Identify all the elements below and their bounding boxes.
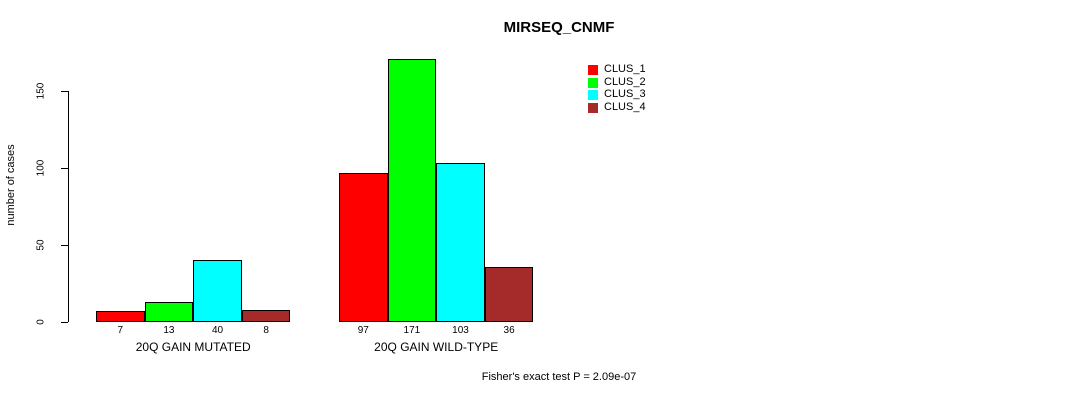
legend-label: CLUS_1 — [604, 63, 646, 75]
y-axis-tick-label: 100 — [35, 159, 47, 177]
bar-value-label: 171 — [403, 325, 421, 336]
legend-label: CLUS_3 — [604, 88, 646, 101]
fisher-test-annotation: Fisher's exact test P = 2.09e-07 — [481, 371, 637, 383]
bar-value-label: 13 — [163, 325, 175, 336]
y-axis-tick — [61, 321, 68, 323]
bar-clus_3-20q-gain-wild-type — [436, 163, 485, 322]
bar-clus_3-20q-gain-mutated — [193, 260, 242, 322]
bar-clus_1-20q-gain-wild-type — [339, 172, 388, 322]
legend-label: CLUS_4 — [604, 100, 646, 113]
y-axis-tick — [61, 167, 68, 169]
bar-clus_2-20q-gain-wild-type — [387, 58, 437, 322]
x-category-label: 20Q GAIN WILD-TYPE — [374, 340, 499, 354]
y-axis-line — [68, 91, 69, 322]
y-axis-tick — [61, 90, 68, 92]
legend-label: CLUS_2 — [604, 75, 646, 88]
bar-value-label: 103 — [452, 325, 469, 336]
y-axis-tick-label: 50 — [35, 239, 47, 251]
legend-swatch-clus_1 — [588, 65, 598, 75]
bar-clus_4-20q-gain-mutated — [241, 309, 291, 322]
legend-swatch-clus_2 — [588, 77, 598, 88]
bar-clus_4-20q-gain-wild-type — [484, 266, 534, 322]
bar-clus_2-20q-gain-mutated — [144, 301, 194, 322]
y-axis-tick-label: 0 — [35, 319, 47, 325]
bar-clus_1-20q-gain-mutated — [96, 311, 145, 322]
legend-swatch-clus_4 — [588, 102, 598, 113]
y-axis-tick — [61, 244, 68, 246]
bar-value-label: 40 — [211, 325, 224, 336]
bar-value-label: 36 — [503, 325, 515, 336]
legend-swatch-clus_3 — [588, 90, 598, 101]
bar-value-label: 97 — [357, 325, 369, 336]
y-axis-title: number of cases — [5, 144, 17, 226]
chart-title: MIRSEQ_CNMF — [503, 19, 615, 36]
x-category-label: 20Q GAIN MUTATED — [135, 340, 251, 354]
y-axis-tick-label: 150 — [35, 82, 47, 100]
bar-value-label: 7 — [117, 325, 124, 336]
bar-value-label: 8 — [263, 325, 269, 336]
